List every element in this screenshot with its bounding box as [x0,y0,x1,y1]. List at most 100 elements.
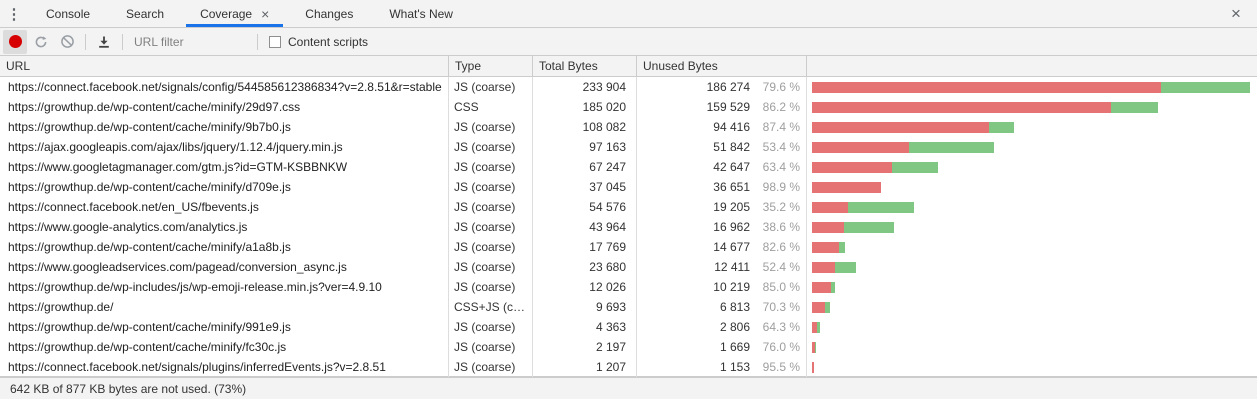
usage-bar-cell [807,257,1257,277]
used-bar-segment [1160,81,1250,93]
total-bytes-cell: 9 693 [533,297,637,317]
coverage-bar [812,141,994,153]
total-bytes-cell: 37 045 [533,177,637,197]
coverage-table-row[interactable]: https://growthup.de/ CSS+JS (coarse) 9 6… [0,297,1257,317]
total-bytes-cell: 54 576 [533,197,637,217]
download-icon [99,36,109,48]
total-bytes-cell: 97 163 [533,137,637,157]
usage-bar-cell [807,97,1257,117]
tab-changes-label: Changes [305,6,354,21]
clear-button[interactable] [55,30,79,54]
toolbar-separator [257,33,258,50]
record-button[interactable] [3,29,27,54]
unused-percent: 35.2 % [762,200,800,214]
coverage-bar [812,121,1015,133]
coverage-status-bar: 642 KB of 877 KB bytes are not used. (73… [0,377,1257,399]
column-header-url[interactable]: URL [0,56,449,76]
used-bar-segment [988,121,1015,133]
total-bytes-cell: 4 363 [533,317,637,337]
type-cell: JS (coarse) [449,117,533,137]
unused-bytes-cell: 94 416 87.4 % [637,117,807,137]
total-bytes-cell: 233 904 [533,77,637,97]
devtools-drawer-tabbar: ⋮ Console Search Coverage × Changes What… [0,0,1257,28]
coverage-table-row[interactable]: https://growthup.de/wp-content/cache/min… [0,317,1257,337]
column-header-unused-bytes[interactable]: Unused Bytes [637,56,807,76]
coverage-table-row[interactable]: https://growthup.de/wp-content/cache/min… [0,97,1257,117]
unused-bytes-value: 16 962 [713,220,750,234]
coverage-table-row[interactable]: https://www.googletagmanager.com/gtm.js?… [0,157,1257,177]
total-bytes-cell: 43 964 [533,217,637,237]
tab-coverage-label: Coverage [200,6,253,21]
url-cell: https://growthup.de/wp-content/cache/min… [0,317,449,337]
close-drawer-icon[interactable]: × [1231,3,1241,23]
export-button[interactable] [92,30,116,54]
tab-search-label: Search [126,6,165,21]
coverage-table-row[interactable]: https://connect.facebook.net/signals/plu… [0,357,1257,377]
used-bar-segment [909,141,994,153]
usage-bar-cell [807,157,1257,177]
coverage-bar [812,81,1250,93]
tab-whats-new[interactable]: What's New [375,0,467,27]
tab-changes[interactable]: Changes [291,0,367,27]
coverage-bar [812,201,915,213]
tab-search[interactable]: Search [112,0,178,27]
more-tools-menu-icon[interactable]: ⋮ [6,5,22,23]
coverage-table-row[interactable]: https://ajax.googleapis.com/ajax/libs/jq… [0,137,1257,157]
unused-bytes-cell: 2 806 64.3 % [637,317,807,337]
unused-bytes-cell: 10 219 85.0 % [637,277,807,297]
usage-bar-cell [807,137,1257,157]
coverage-table-row[interactable]: https://growthup.de/wp-includes/js/wp-em… [0,277,1257,297]
coverage-table-row[interactable]: https://growthup.de/wp-content/cache/min… [0,177,1257,197]
coverage-table-row[interactable]: https://www.googleadservices.com/pagead/… [0,257,1257,277]
used-bar-segment [831,281,835,293]
url-filter-input[interactable] [134,34,246,49]
record-icon [8,35,22,48]
unused-bytes-value: 12 411 [714,260,750,274]
coverage-table-row[interactable]: https://growthup.de/wp-content/cache/min… [0,117,1257,137]
coverage-table-row[interactable]: https://connect.facebook.net/en_US/fbeve… [0,197,1257,217]
coverage-table-row[interactable]: https://growthup.de/wp-content/cache/min… [0,237,1257,257]
type-cell: CSS [449,97,533,117]
column-header-type[interactable]: Type [449,56,533,76]
total-bytes-cell: 1 207 [533,357,637,377]
coverage-bar [812,181,882,193]
unused-bytes-cell: 42 647 63.4 % [637,157,807,177]
coverage-table-row[interactable]: https://connect.facebook.net/signals/con… [0,77,1257,97]
url-cell: https://growthup.de/wp-content/cache/min… [0,117,449,137]
used-bar-segment [843,221,895,233]
content-scripts-checkbox[interactable] [269,35,281,48]
unused-bytes-cell: 159 529 86.2 % [637,97,807,117]
coverage-table-row[interactable]: https://www.google-analytics.com/analyti… [0,217,1257,237]
reload-icon [35,35,47,47]
tab-coverage[interactable]: Coverage × [186,0,284,27]
usage-bar-cell [807,277,1257,297]
coverage-table-row[interactable]: https://growthup.de/wp-content/cache/min… [0,337,1257,357]
coverage-summary-text: 642 KB of 877 KB bytes are not used. (73… [10,381,247,396]
unused-bar-segment [812,261,836,273]
unused-bytes-value: 2 806 [719,320,750,334]
unused-bytes-value: 159 529 [706,100,750,114]
usage-bar-cell [807,77,1257,97]
tab-close-icon[interactable]: × [261,5,270,22]
content-scripts-toggle[interactable]: Content scripts [269,35,368,49]
coverage-bar [812,341,817,353]
type-cell: JS (coarse) [449,317,533,337]
unused-bar-segment [812,221,844,233]
tab-console-label: Console [46,6,91,21]
reload-button[interactable] [29,30,53,54]
url-cell: https://connect.facebook.net/signals/con… [0,77,449,97]
type-cell: JS (coarse) [449,217,533,237]
usage-bar-cell [807,297,1257,317]
unused-percent: 64.3 % [762,320,800,334]
tab-console[interactable]: Console [32,0,104,27]
unused-bar-segment [812,161,892,173]
type-cell: JS (coarse) [449,157,533,177]
unused-bytes-value: 10 219 [713,280,750,294]
type-cell: JS (coarse) [449,177,533,197]
column-header-total-bytes[interactable]: Total Bytes [533,56,637,76]
unused-bytes-cell: 14 677 82.6 % [637,237,807,257]
unused-percent: 87.4 % [762,120,800,134]
content-scripts-label: Content scripts [288,34,369,49]
url-cell: https://growthup.de/wp-content/cache/min… [0,97,449,117]
url-cell: https://ajax.googleapis.com/ajax/libs/jq… [0,137,449,157]
